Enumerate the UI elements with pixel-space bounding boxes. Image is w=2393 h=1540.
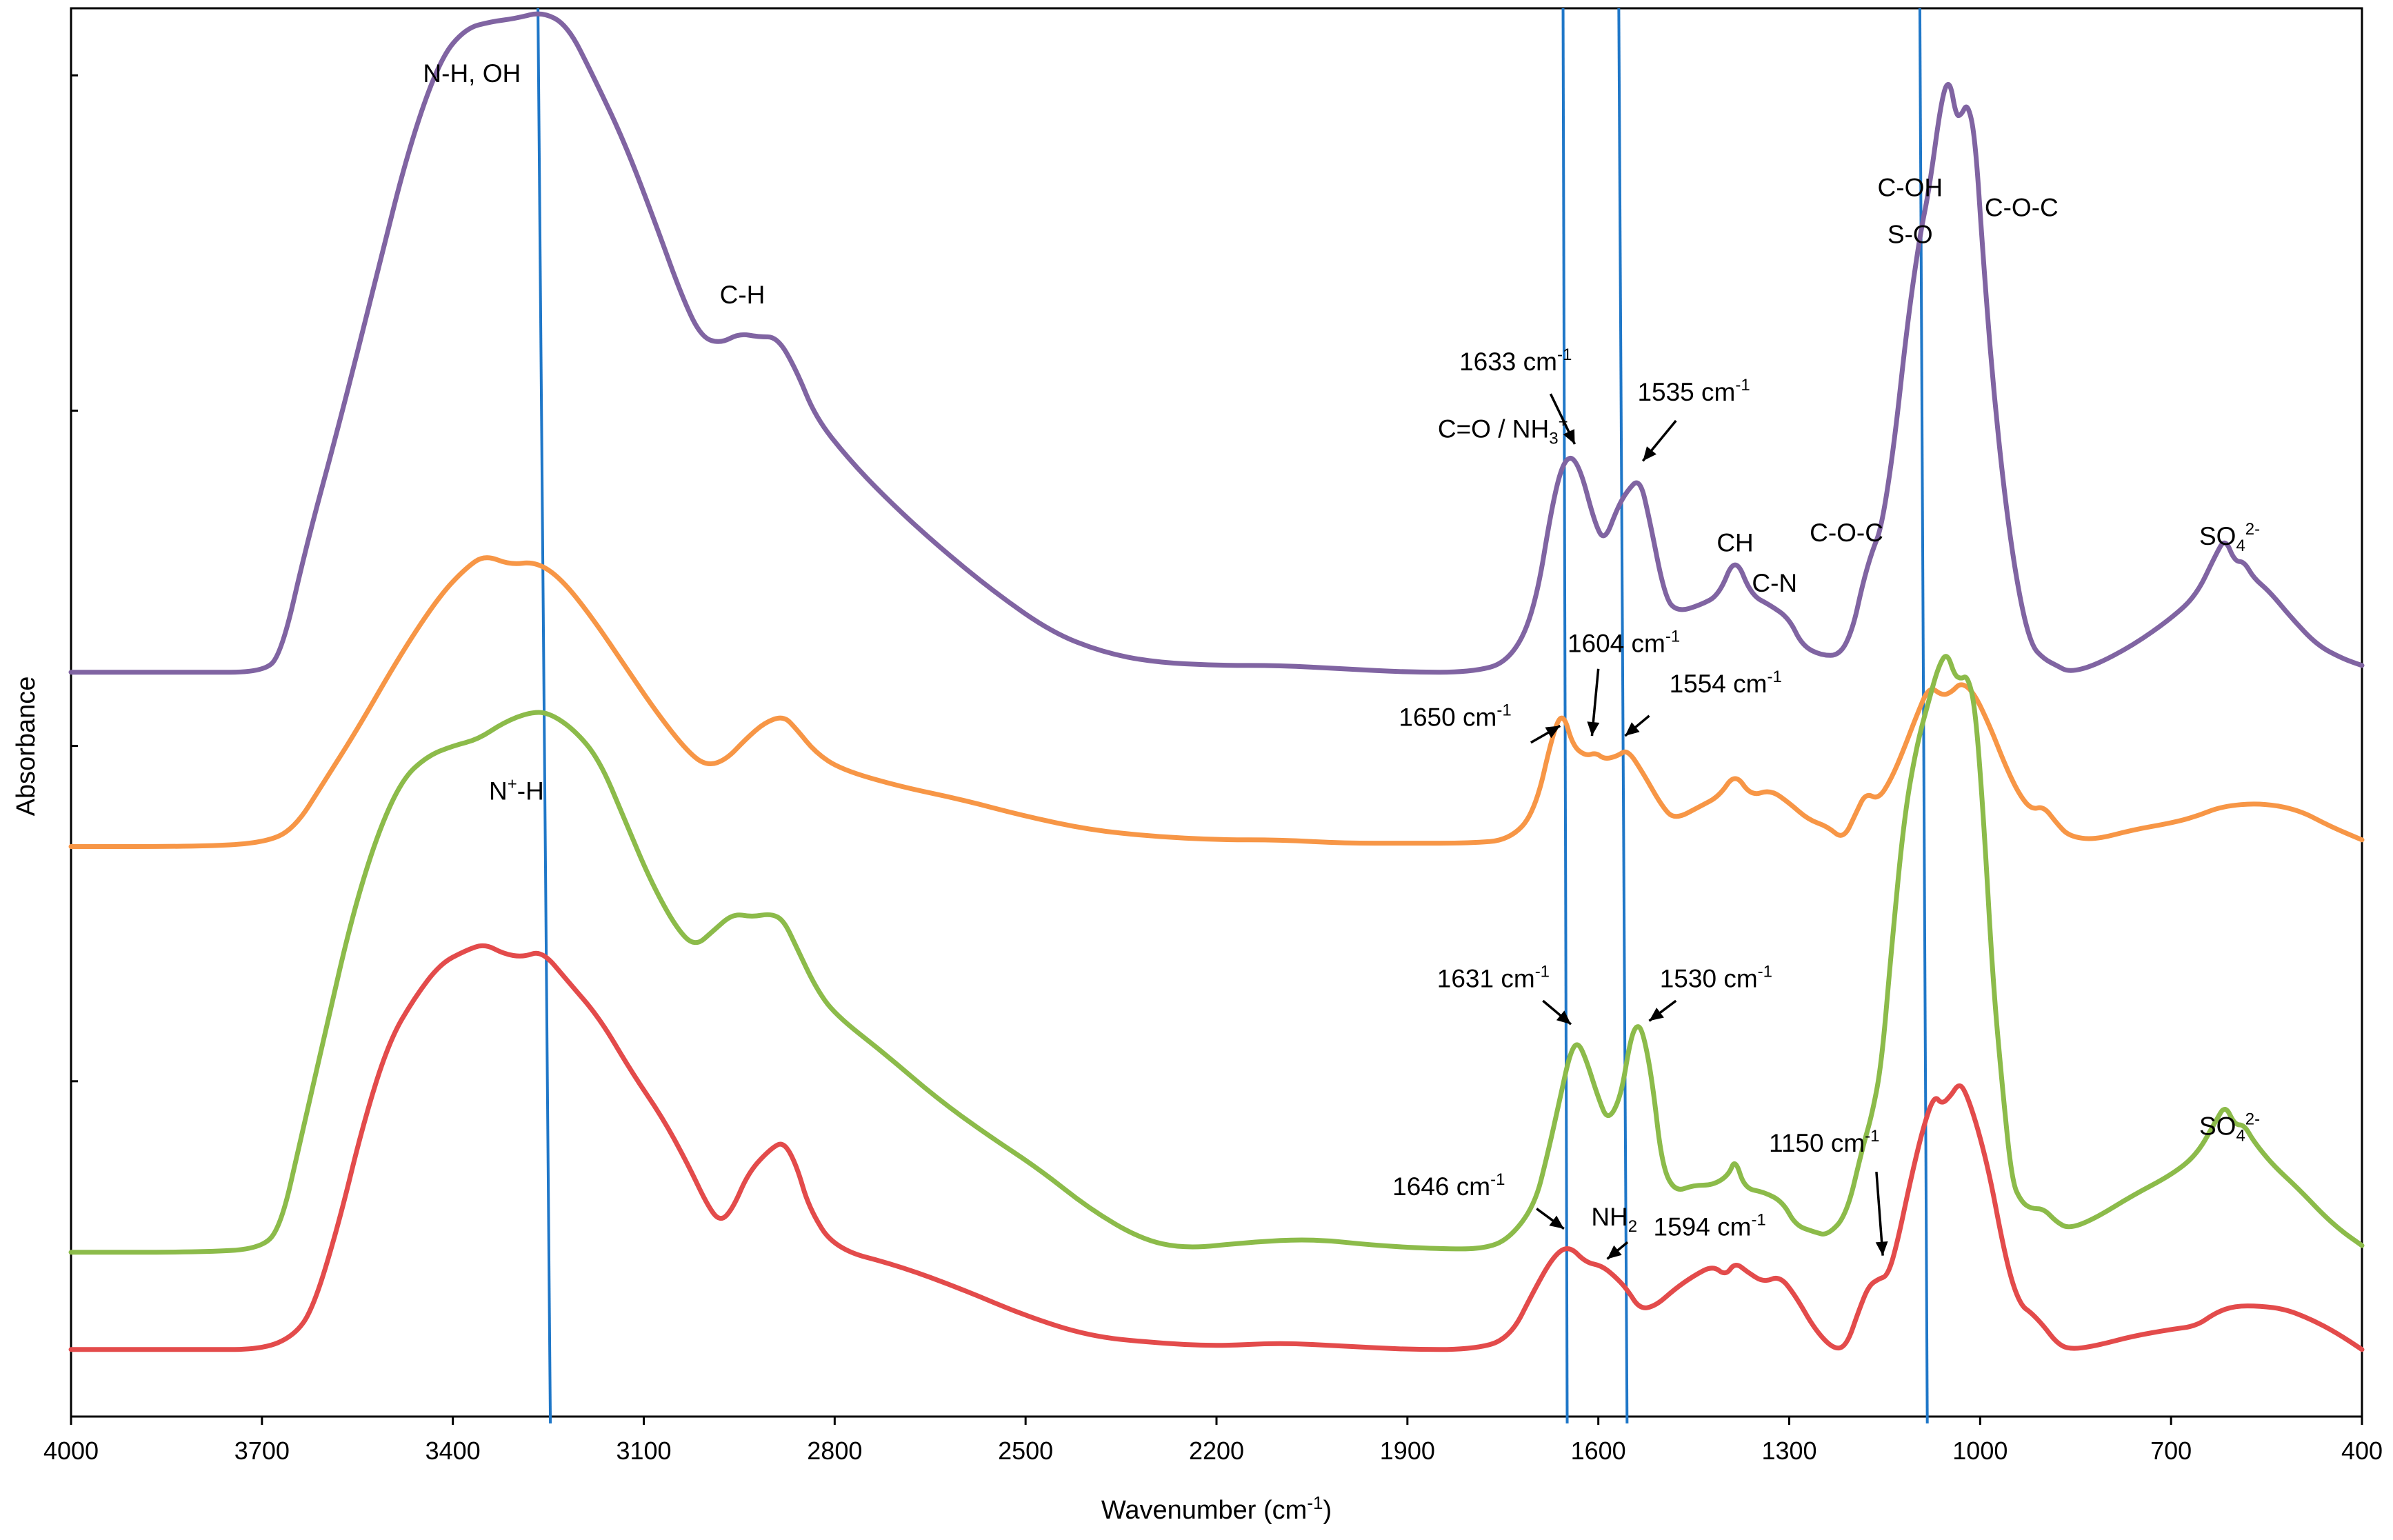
annotation-arrow: [1530, 724, 1561, 744]
spectra-series: [68, 11, 2365, 1352]
x-tick-label: 2200: [1189, 1437, 1244, 1465]
annotation-labels: N-H, OH C-H 1633 cm-1 C=O / NH3+ 1535 cm-1 CH…: [423, 59, 2260, 1241]
annotation-label: 1150 cm-1: [1769, 1127, 1880, 1157]
x-tick-label: 1300: [1761, 1437, 1816, 1465]
annotation-arrow: [1875, 1171, 1888, 1256]
x-tick-label: 2500: [998, 1437, 1053, 1465]
x-tick-label: 1600: [1571, 1437, 1626, 1465]
annotation-arrow: [1549, 393, 1576, 445]
x-tick-label: 1900: [1380, 1437, 1435, 1465]
annotation-label: C-N: [1752, 569, 1797, 597]
reference-line-1557: [1617, 8, 1629, 1424]
annotation-label: N+-H: [489, 774, 544, 805]
annotation-label: SO42-: [2199, 1110, 2260, 1146]
x-tick-label: 4000: [43, 1437, 99, 1465]
x-tick-label: 2800: [807, 1437, 862, 1465]
annotation-label: NH2: [1591, 1203, 1637, 1236]
annotation-arrow: [1641, 419, 1677, 462]
x-tick-label: 1000: [1952, 1437, 2007, 1465]
annotation-label: C=O / NH3+: [1438, 412, 1568, 448]
annotation-label: C-OH: [1878, 173, 1943, 201]
x-tick-label: 3700: [234, 1437, 290, 1465]
annotation-label: 1631 cm-1: [1437, 963, 1550, 993]
spectrum-line-purple: [68, 11, 2365, 675]
reference-line-3250: [537, 8, 552, 1424]
annotation-arrow: [1542, 999, 1572, 1026]
x-axis-ticks: 4000 3700 3400 3100 2800 2500 2200 1900 1600 1300…: [43, 1417, 2383, 1465]
annotation-label: 1594 cm-1: [1654, 1210, 1766, 1241]
annotation-label: C-O-C: [1985, 193, 2059, 221]
annotation-label: C-O-C: [1810, 519, 1883, 547]
y-axis-ticks: [71, 74, 78, 1083]
annotation-arrow: [1606, 1241, 1629, 1260]
annotation-arrows: [1530, 393, 1888, 1260]
reference-line-1650: [1561, 8, 1569, 1424]
x-tick-label: 3100: [616, 1437, 671, 1465]
y-axis-title: Absorbance: [12, 677, 41, 817]
x-tick-label: 700: [2150, 1437, 2192, 1465]
annotation-label: N-H, OH: [423, 59, 521, 88]
annotation-label: SO42-: [2199, 520, 2260, 555]
annotation-label: S-O: [1888, 220, 1933, 248]
spectrum-line-red: [68, 943, 2365, 1352]
annotation-label: 1646 cm-1: [1392, 1170, 1505, 1201]
spectrum-line-orange: [68, 555, 2365, 850]
annotation-arrow: [1648, 999, 1677, 1022]
x-axis-title: Wavenumber (cm-1): [1101, 1492, 1332, 1525]
annotation-label: CH: [1716, 529, 1753, 557]
annotation-label: 1604 cm-1: [1568, 627, 1680, 657]
annotation-label: 1530 cm-1: [1660, 963, 1772, 993]
annotation-label: C-H: [720, 281, 765, 309]
annotation-label: 1650 cm-1: [1399, 701, 1511, 731]
annotation-label: 1554 cm-1: [1670, 668, 1782, 698]
spectrum-line-green: [68, 654, 2365, 1255]
annotation-label: 1535 cm-1: [1637, 376, 1750, 406]
x-tick-label: 400: [2341, 1437, 2383, 1465]
annotation-arrow: [1587, 668, 1600, 737]
annotation-arrow: [1536, 1208, 1565, 1230]
annotation-arrow: [1624, 714, 1650, 737]
annotation-label: 1633 cm-1: [1459, 346, 1572, 376]
x-tick-label: 3400: [425, 1437, 481, 1465]
